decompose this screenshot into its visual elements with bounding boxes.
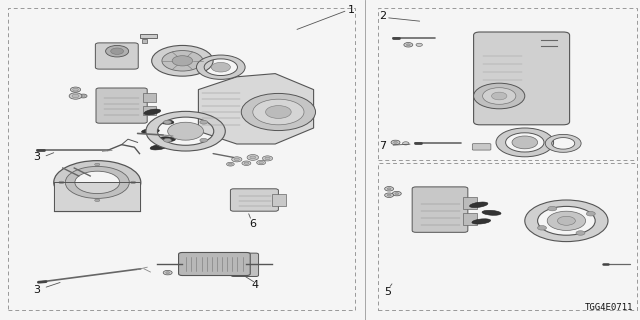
FancyBboxPatch shape — [95, 43, 138, 69]
Circle shape — [200, 138, 207, 142]
Circle shape — [247, 155, 259, 160]
Circle shape — [95, 199, 100, 202]
Bar — [140, 34, 157, 38]
Circle shape — [474, 83, 525, 109]
Circle shape — [385, 193, 394, 197]
Circle shape — [163, 270, 172, 275]
Ellipse shape — [141, 129, 159, 134]
Circle shape — [387, 194, 391, 196]
FancyBboxPatch shape — [231, 253, 259, 276]
Circle shape — [95, 163, 100, 166]
Circle shape — [266, 106, 291, 118]
Circle shape — [234, 158, 239, 161]
Circle shape — [168, 122, 204, 140]
Circle shape — [200, 120, 207, 124]
Circle shape — [483, 88, 516, 104]
Circle shape — [164, 138, 172, 142]
Circle shape — [211, 62, 230, 72]
Circle shape — [79, 94, 87, 98]
FancyBboxPatch shape — [179, 252, 250, 276]
Circle shape — [131, 181, 136, 184]
Text: TGG4E0711: TGG4E0711 — [585, 303, 634, 312]
Text: 3: 3 — [33, 152, 40, 163]
Circle shape — [404, 43, 413, 47]
Bar — [378, 8, 637, 160]
Circle shape — [576, 231, 585, 235]
Circle shape — [59, 181, 64, 184]
Circle shape — [241, 93, 316, 131]
Circle shape — [162, 51, 203, 71]
Circle shape — [232, 157, 242, 162]
Circle shape — [106, 45, 129, 57]
FancyBboxPatch shape — [472, 144, 491, 150]
Circle shape — [70, 87, 81, 92]
Circle shape — [265, 157, 270, 160]
Ellipse shape — [144, 109, 161, 115]
Circle shape — [242, 161, 251, 165]
Circle shape — [538, 226, 547, 230]
Circle shape — [72, 94, 79, 98]
Circle shape — [387, 188, 391, 190]
Circle shape — [391, 140, 400, 145]
Circle shape — [259, 161, 264, 164]
Circle shape — [492, 92, 507, 100]
FancyBboxPatch shape — [230, 189, 278, 211]
Ellipse shape — [472, 219, 491, 224]
Circle shape — [227, 162, 234, 166]
Circle shape — [262, 156, 273, 161]
Text: 3: 3 — [33, 284, 40, 295]
Text: 6: 6 — [250, 219, 257, 229]
Circle shape — [152, 45, 213, 76]
Circle shape — [416, 43, 422, 46]
Circle shape — [257, 160, 266, 165]
Text: 4: 4 — [252, 280, 259, 291]
Circle shape — [586, 212, 595, 216]
Bar — [378, 163, 637, 310]
FancyBboxPatch shape — [96, 88, 147, 123]
Circle shape — [69, 93, 82, 99]
Circle shape — [385, 187, 394, 191]
Circle shape — [166, 272, 170, 274]
Circle shape — [547, 211, 586, 230]
Ellipse shape — [150, 144, 167, 150]
Circle shape — [81, 95, 85, 97]
Bar — [8, 8, 355, 310]
FancyBboxPatch shape — [412, 187, 468, 232]
Circle shape — [403, 142, 409, 145]
Polygon shape — [198, 74, 314, 144]
Bar — [143, 106, 156, 115]
Circle shape — [557, 216, 575, 225]
Circle shape — [548, 206, 557, 211]
Circle shape — [395, 193, 399, 195]
Text: 5: 5 — [384, 287, 391, 297]
Bar — [54, 182, 140, 211]
Bar — [463, 197, 477, 209]
Bar — [143, 93, 156, 102]
Ellipse shape — [156, 119, 174, 124]
Text: 7: 7 — [380, 141, 387, 151]
Circle shape — [244, 162, 249, 164]
Ellipse shape — [470, 202, 488, 208]
Bar — [463, 213, 477, 225]
Circle shape — [228, 163, 232, 165]
Text: 2: 2 — [380, 11, 387, 21]
Circle shape — [250, 156, 256, 159]
Circle shape — [73, 88, 78, 91]
Circle shape — [392, 191, 401, 196]
Circle shape — [406, 44, 410, 46]
Text: 1: 1 — [348, 5, 355, 15]
Circle shape — [164, 120, 172, 124]
Circle shape — [394, 141, 397, 143]
Circle shape — [512, 136, 538, 149]
Ellipse shape — [482, 210, 501, 215]
FancyBboxPatch shape — [474, 32, 570, 125]
Ellipse shape — [157, 137, 175, 142]
Bar — [142, 39, 147, 43]
Circle shape — [111, 48, 124, 54]
Circle shape — [172, 56, 193, 66]
Bar — [272, 194, 286, 206]
Circle shape — [253, 99, 304, 125]
